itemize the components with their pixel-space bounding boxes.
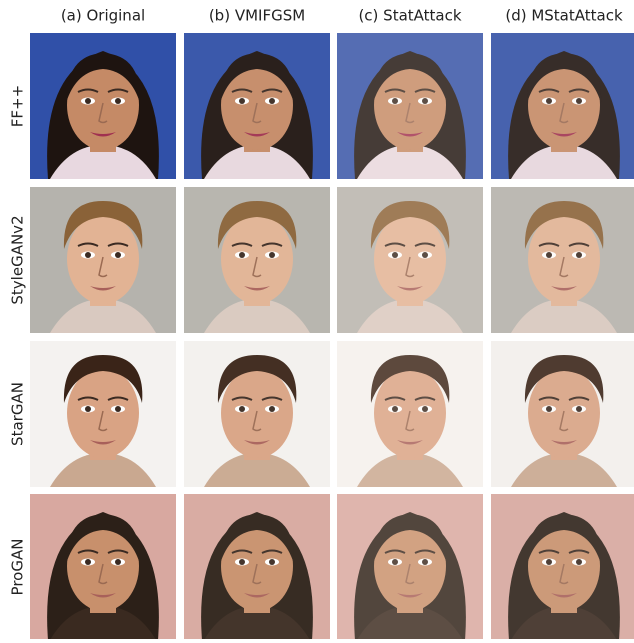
face-image — [337, 187, 483, 333]
face-image — [184, 187, 330, 333]
face-image — [30, 494, 176, 639]
face-image — [30, 341, 176, 487]
face-image — [491, 187, 634, 333]
face-image — [30, 187, 176, 333]
face-image — [337, 494, 483, 639]
face-image — [184, 341, 330, 487]
row-label: StarGAN — [9, 382, 27, 446]
row-label: ProGAN — [9, 539, 27, 596]
row-label: FF++ — [9, 85, 27, 127]
face-image — [337, 33, 483, 179]
figure: (a) Original (b) VMIFGSM (c) StatAttack (d)… — [0, 0, 634, 639]
face-image — [491, 494, 634, 639]
column-header: (d) MStatAttack — [505, 7, 623, 25]
face-image — [491, 33, 634, 179]
face-image — [184, 33, 330, 179]
face-image — [184, 494, 330, 639]
column-header: (c) StatAttack — [358, 7, 461, 25]
column-header: (b) VMIFGSM — [209, 7, 305, 25]
face-image — [337, 341, 483, 487]
face-image — [30, 33, 176, 179]
column-header: (a) Original — [61, 7, 145, 25]
face-image — [491, 341, 634, 487]
row-label: StyleGANv2 — [9, 215, 27, 304]
